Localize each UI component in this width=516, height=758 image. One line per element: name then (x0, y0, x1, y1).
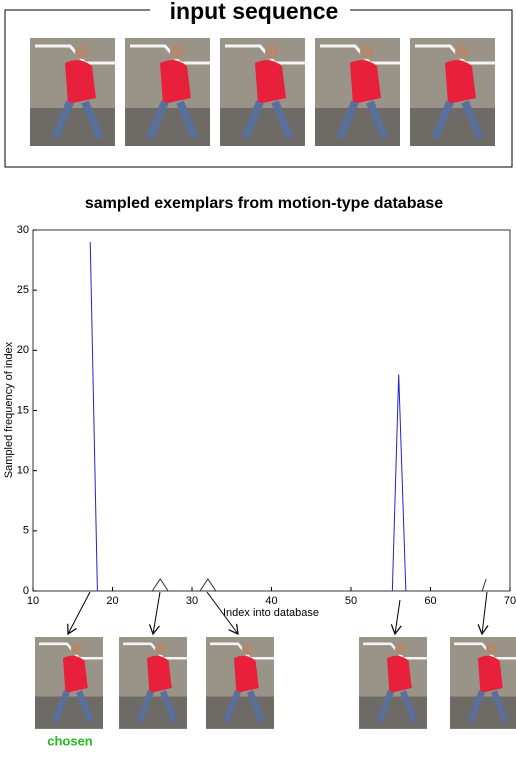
y-tick-label: 30 (17, 224, 29, 236)
arrow (148, 591, 161, 636)
y-tick-label: 5 (23, 525, 29, 537)
x-tick-label: 50 (345, 595, 357, 607)
x-tick-label: 20 (106, 595, 118, 607)
exemplar (359, 637, 427, 729)
title-bg (150, 0, 350, 28)
chart-title: sampled exemplars from motion-type datab… (85, 195, 443, 212)
exemplar (450, 637, 516, 729)
x-tick-label: 40 (265, 595, 277, 607)
x-tick-label: 70 (504, 595, 516, 607)
line (89, 242, 407, 592)
input-frame (125, 38, 210, 146)
x-tick-label: 60 (424, 595, 436, 607)
y-tick-label: 10 (17, 465, 29, 477)
input-frame (220, 38, 305, 146)
y-axis-label: Sampled frequency of index (3, 341, 15, 478)
exemplar (119, 637, 187, 729)
arrow (477, 591, 489, 636)
input-frame (315, 38, 400, 146)
y-tick-label: 20 (17, 344, 29, 356)
arrow (67, 591, 91, 636)
x-tick-label: 10 (27, 595, 39, 607)
exemplar (206, 637, 274, 729)
x-axis-label: Index into database (223, 607, 319, 619)
exemplars (35, 591, 516, 729)
line (151, 578, 487, 592)
y-tick-label: 0 (23, 585, 29, 597)
x-tick-label: 30 (186, 595, 198, 607)
plot-frame (32, 229, 511, 592)
arrow (390, 599, 402, 636)
arrow (206, 591, 239, 635)
chosen-label: chosen (47, 733, 93, 748)
input-title: input sequence (170, 0, 339, 24)
input-frame (30, 38, 115, 146)
y-tick-label: 15 (17, 404, 29, 416)
exemplar (35, 637, 103, 729)
input-frame (410, 38, 495, 146)
y-tick-label: 25 (17, 284, 29, 296)
